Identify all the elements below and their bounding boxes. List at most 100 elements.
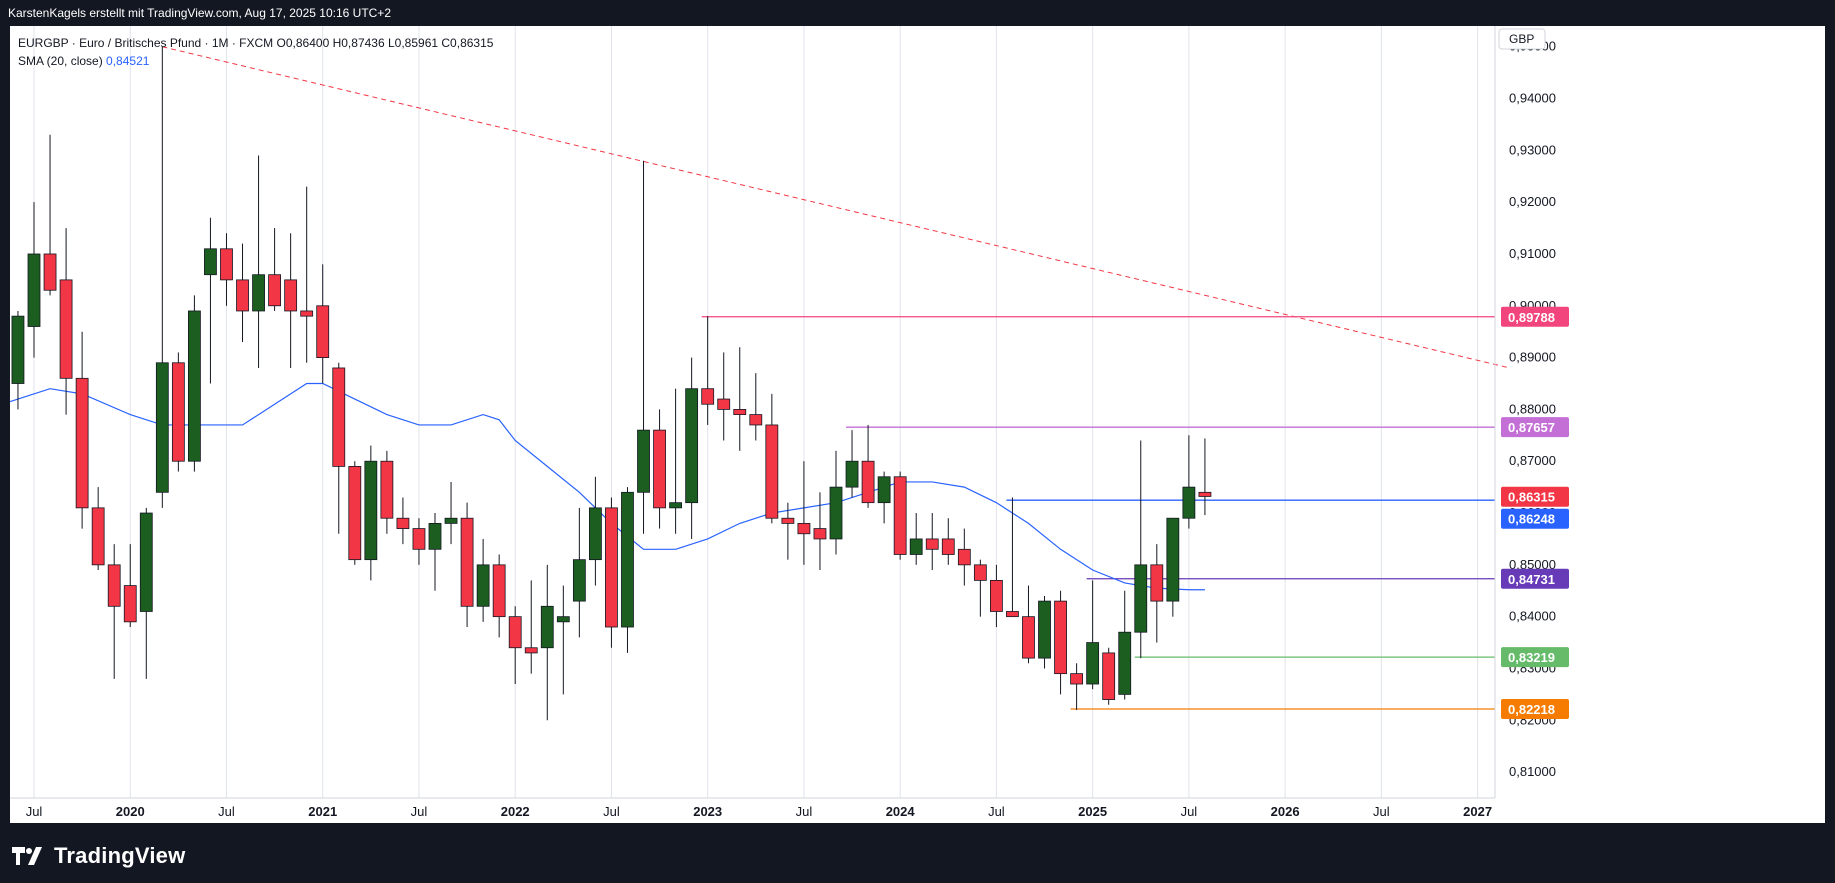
candle: [685, 357, 699, 539]
candle-body-down: [75, 377, 89, 509]
candle-body-down: [316, 305, 330, 358]
time-tick-label: Jul: [796, 804, 813, 819]
candle-body-up: [637, 429, 650, 493]
time-tick-label: 2025: [1078, 804, 1107, 819]
candle: [364, 445, 378, 581]
candle-body-down: [605, 507, 618, 628]
candlestick-chart[interactable]: 0,950000,940000,930000,920000,910000,900…: [10, 26, 1825, 823]
candle: [107, 544, 121, 679]
candle: [941, 518, 955, 565]
price-level-tag-bg: [1501, 568, 1569, 589]
time-tick-label: Jul: [411, 804, 428, 819]
candle-body-down: [973, 564, 987, 581]
footer-bar: TradingView: [0, 823, 1835, 883]
price-level-tag-text: 0,87657: [1508, 420, 1555, 435]
candle: [396, 497, 410, 545]
candle-body-down: [508, 616, 522, 649]
tradingview-logo-icon: [12, 847, 42, 865]
price-tick-label: 0,92000: [1509, 194, 1556, 209]
price-level-tag: 0,83219: [1501, 647, 1569, 668]
ohlc-high: H0,87436: [332, 36, 385, 50]
candle-body-down: [91, 507, 105, 566]
candle: [1182, 435, 1196, 529]
price-level-tag-bg: [1501, 698, 1569, 719]
price-axis: 0,950000,940000,930000,920000,910000,900…: [1509, 39, 1556, 779]
chart-legend: EURGBP · Euro / Britisches Pfund · 1M · …: [18, 34, 493, 70]
candle-body-up: [669, 502, 682, 509]
candle: [524, 580, 538, 674]
candle-body-down: [957, 548, 971, 566]
candle-body-up: [1086, 642, 1100, 685]
candle: [139, 507, 153, 679]
ohlc-low: L0,85961: [387, 36, 439, 50]
candle: [990, 564, 1003, 628]
chart-area[interactable]: 0,950000,940000,930000,920000,910000,900…: [10, 26, 1825, 823]
candle: [1102, 647, 1116, 705]
candle-body-up: [252, 274, 265, 312]
candle-body-down: [941, 538, 955, 555]
candle: [59, 228, 73, 415]
candle-body-down: [1102, 652, 1116, 700]
attribution-text: KarstenKagels erstellt mit TradingView.c…: [8, 6, 391, 20]
candle: [11, 310, 25, 410]
price-level-tag-bg: [1501, 417, 1569, 438]
tradingview-brand[interactable]: TradingView: [12, 843, 185, 869]
candle-body-up: [428, 522, 442, 550]
price-level-tag: 0,87657: [1501, 417, 1569, 438]
candle: [123, 544, 137, 628]
symbol-legend: EURGBP · Euro / Britisches Pfund · 1M · …: [18, 34, 493, 52]
price-tick-label: 0,89000: [1509, 350, 1556, 365]
candle: [380, 450, 394, 534]
price-tick-label: 0,84000: [1509, 609, 1556, 624]
price-level-tag: 0,84731: [1501, 568, 1569, 589]
candle-body-down: [797, 522, 811, 535]
candle: [268, 228, 282, 311]
price-level-tag-text: 0,86248: [1508, 512, 1555, 527]
candle: [653, 409, 666, 529]
candle-body-up: [845, 460, 859, 488]
sma-label: SMA (20, close): [18, 54, 103, 68]
currency-box: [1498, 28, 1546, 50]
candle-body-down: [524, 647, 538, 654]
candle-body-up: [364, 460, 378, 561]
candle: [1198, 438, 1212, 516]
price-level-tag-text: 0,84731: [1508, 572, 1555, 587]
candle-body-up: [556, 616, 570, 623]
time-tick-label: Jul: [218, 804, 235, 819]
attribution-bar: KarstenKagels erstellt mit TradingView.c…: [0, 0, 1835, 26]
candle: [605, 497, 618, 648]
time-tick-label: 2027: [1463, 804, 1492, 819]
sma-legend[interactable]: SMA (20, close) 0,84521: [18, 52, 493, 70]
candle-body-down: [990, 579, 1003, 612]
candle: [925, 513, 939, 571]
candle-body-down: [765, 424, 779, 519]
candle-body-down: [1070, 673, 1083, 685]
candle-body-down: [171, 362, 185, 462]
candle-body-down: [893, 476, 907, 555]
candle-body-down: [268, 274, 282, 307]
candle: [444, 481, 458, 545]
candle: [1150, 544, 1164, 643]
candle-body-up: [27, 253, 41, 327]
time-tick-label: 2026: [1271, 804, 1300, 819]
candle: [1118, 590, 1132, 700]
candle-body-down: [1150, 564, 1164, 602]
candle: [1166, 517, 1180, 617]
candle: [797, 461, 811, 565]
candle-body-down: [236, 279, 249, 312]
candle: [508, 606, 522, 685]
grid-lines: [33, 26, 1479, 798]
candle-body-down: [717, 398, 731, 410]
candle-body-up: [540, 605, 554, 649]
candle: [1054, 590, 1067, 695]
candle: [1038, 595, 1051, 669]
candle: [957, 528, 971, 586]
price-tick-label: 0,81000: [1509, 764, 1556, 779]
candle: [428, 513, 442, 591]
horizontal-levels: [701, 316, 1495, 710]
price-level-tag-bg: [1501, 647, 1569, 668]
candle-body-up: [589, 507, 602, 561]
candle-body-up: [909, 538, 923, 555]
candle-body-up: [829, 486, 843, 540]
candle: [749, 373, 763, 441]
